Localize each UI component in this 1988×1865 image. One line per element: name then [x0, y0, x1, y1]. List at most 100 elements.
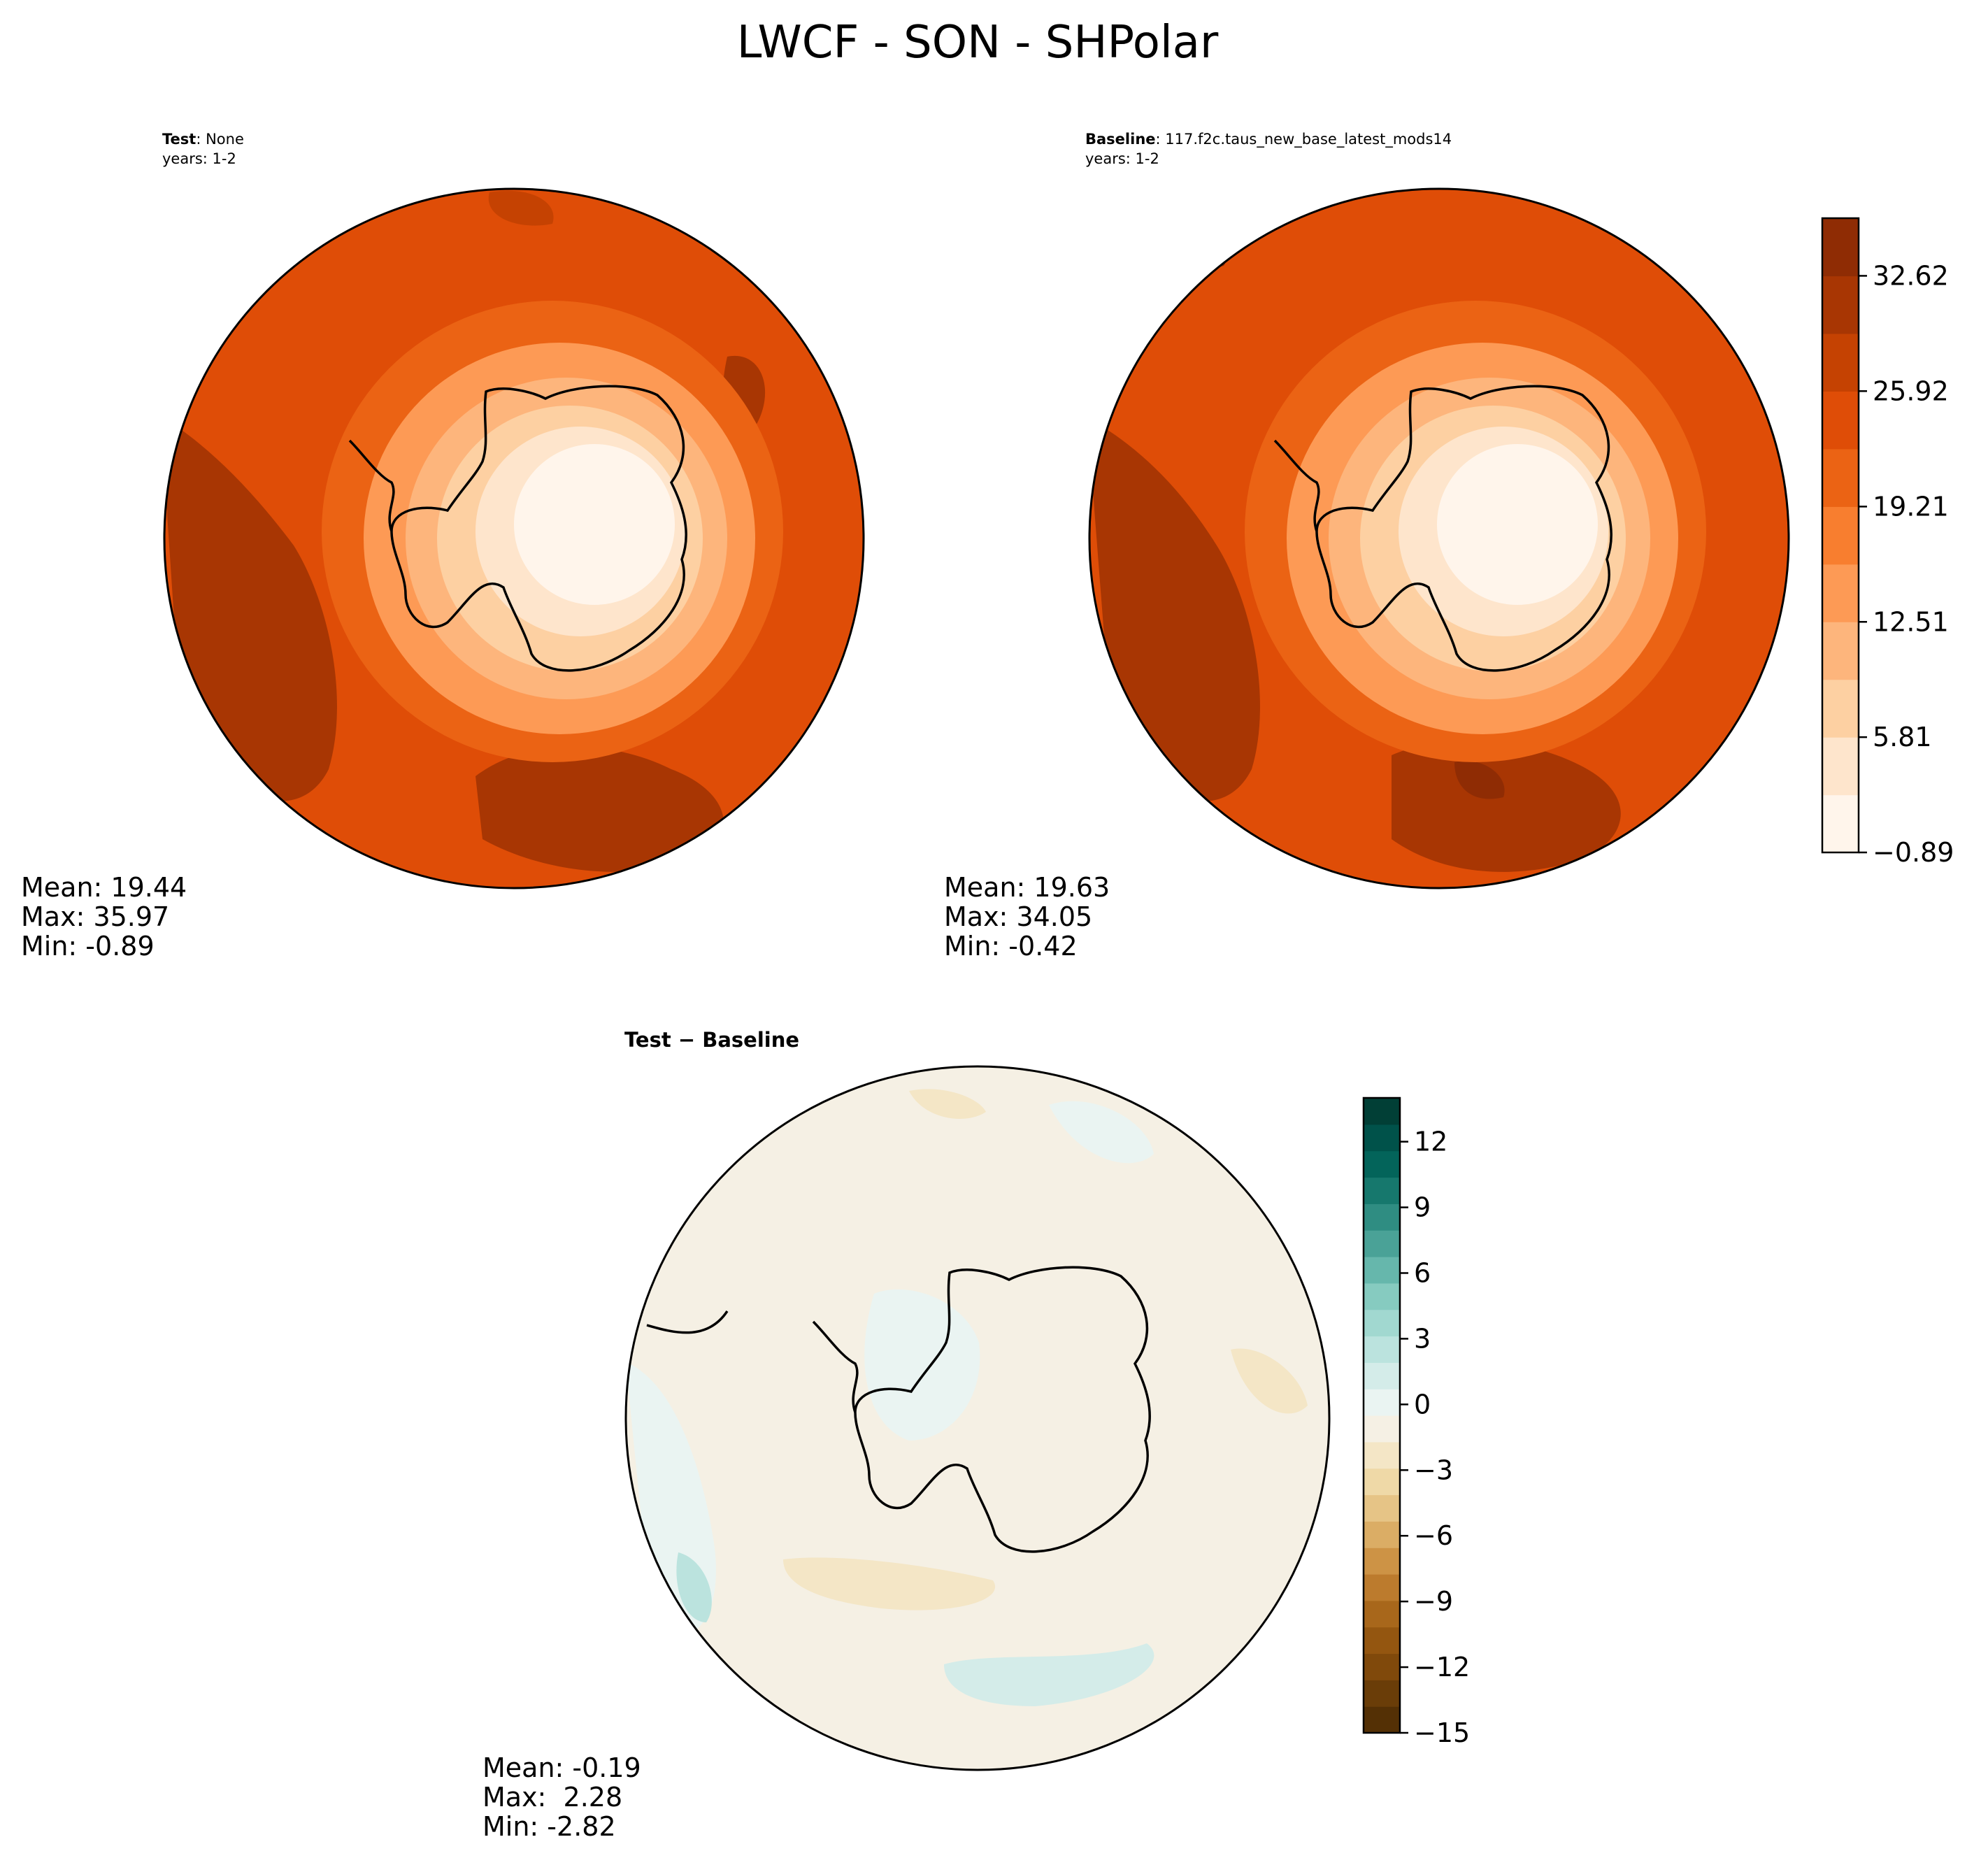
colorbar-tick-label: −3	[1414, 1455, 1453, 1485]
diff-field-tan-north	[909, 1089, 986, 1119]
colorbar-difference: 12 9 6 3 0 −3 −6 −9 −12 −15	[1362, 1096, 1470, 1748]
panel-baseline-stats: Mean: 19.63 Max: 34.05 Min: -0.42	[944, 872, 1110, 962]
panel-test-max: Max: 35.97	[21, 901, 169, 932]
panel-test-coastline	[348, 385, 687, 672]
colorbar-segment	[1364, 1177, 1400, 1204]
colorbar-segment	[1364, 1468, 1400, 1496]
field-band-dark-south	[1392, 740, 1621, 872]
colorbar-segment	[1364, 1389, 1400, 1416]
colorbar-segment	[1364, 1098, 1400, 1125]
colorbar-absolute: 32.62 25.92 19.21 12.51 5.81 −0.89	[1821, 217, 1954, 868]
colorbar-tick-label: −15	[1414, 1717, 1470, 1748]
panel-test-header: Test: None	[162, 131, 244, 148]
colorbar-frame	[1362, 1096, 1401, 1734]
colorbar-segment	[1364, 1362, 1400, 1389]
colorbar-tick-label: −6	[1414, 1520, 1453, 1551]
panel-baseline-mean: Mean: 19.63	[944, 872, 1110, 903]
panel-test-header-bold: Test	[162, 131, 196, 148]
diff-field-base	[626, 1066, 1329, 1770]
colorbar-segment	[1364, 1548, 1400, 1575]
panel-baseline-header-text: : 117.f2c.taus_new_base_latest_mods14	[1156, 131, 1452, 148]
colorbar-segment	[1822, 333, 1859, 392]
figure-title: LWCF - SON - SHPolar	[737, 17, 1219, 69]
colorbar-segment	[1364, 1653, 1400, 1680]
panel-baseline-min: Min: -0.42	[944, 931, 1078, 962]
colorbar-segment	[1822, 218, 1859, 277]
colorbar-segment	[1364, 1441, 1400, 1469]
panel-baseline-header: Baseline: 117.f2c.taus_new_base_latest_m…	[1085, 131, 1452, 148]
colorbar-segment	[1364, 1124, 1400, 1152]
panel-test-map	[164, 189, 864, 888]
colorbar-segment	[1364, 1257, 1400, 1284]
diff-field-teal-north	[1049, 1101, 1154, 1164]
panel-difference-stats: Mean: -0.19 Max: 2.28 Min: -2.82	[482, 1752, 641, 1842]
colorbar-segment	[1364, 1203, 1400, 1231]
panel-test-map-boundary	[163, 187, 865, 889]
colorbar-tick-label: 0	[1414, 1389, 1431, 1420]
colorbar-tick-label: 32.62	[1873, 260, 1949, 291]
panel-difference-map	[626, 1066, 1329, 1770]
colorbar-tick-label: 3	[1414, 1323, 1431, 1354]
panel-test-mean: Mean: 19.44	[21, 872, 187, 903]
colorbar-segment	[1822, 737, 1859, 796]
panel-test-stats: Mean: 19.44 Max: 35.97 Min: -0.89	[21, 872, 187, 962]
colorbar-segment	[1364, 1627, 1400, 1655]
diff-field-teal-ice	[864, 1289, 980, 1441]
colorbar-tick-label: −9	[1414, 1586, 1453, 1617]
colorbar-segment	[1364, 1680, 1400, 1707]
colorbar-tick-label: 9	[1414, 1192, 1431, 1223]
diff-field-teal-south	[944, 1643, 1154, 1706]
colorbar-segment	[1364, 1521, 1400, 1548]
panel-baseline-max: Max: 34.05	[944, 901, 1092, 932]
panel-baseline-coastline	[1273, 385, 1612, 672]
panel-baseline-years: years: 1-2	[1085, 150, 1159, 167]
panel-test-min: Min: -0.89	[21, 931, 155, 962]
panel-baseline-map-boundary	[1088, 187, 1790, 889]
colorbar-segment	[1364, 1336, 1400, 1363]
panel-baseline: Baseline: 117.f2c.taus_new_base_latest_m…	[944, 131, 1954, 962]
colorbar-tick-label: −12	[1414, 1652, 1470, 1682]
colorbar-tick-label: 19.21	[1873, 491, 1949, 522]
colorbar-tick-label: 25.92	[1873, 376, 1949, 406]
colorbar-segment	[1822, 276, 1859, 334]
colorbar-tick-label: −0.89	[1873, 837, 1954, 868]
field-band-darkest-top	[1187, 229, 1229, 268]
panel-difference-header: Test − Baseline	[624, 1028, 799, 1052]
panel-difference: Test − Baseline Mean: -0.19 Max: 2.28 Mi…	[482, 1028, 1470, 1842]
diff-field-teal-patch	[676, 1552, 712, 1622]
colorbar-segment	[1364, 1706, 1400, 1734]
colorbar-segment	[1364, 1150, 1400, 1178]
panel-difference-coastline	[646, 1266, 1151, 1553]
panel-difference-min: Min: -2.82	[482, 1811, 616, 1842]
panel-difference-mean: Mean: -0.19	[482, 1752, 641, 1783]
field-band-ice	[1437, 444, 1598, 605]
colorbar-tick-label: 12.51	[1873, 606, 1949, 637]
colorbar-segment	[1364, 1309, 1400, 1337]
field-band-dark-south	[475, 746, 724, 872]
colorbar-tick-label: 12	[1414, 1127, 1447, 1157]
colorbar-segment	[1364, 1230, 1400, 1257]
colorbar-segment	[1822, 622, 1859, 680]
colorbar-segment	[1822, 506, 1859, 565]
colorbar-tick-label: 6	[1414, 1257, 1431, 1288]
colorbar-segment	[1822, 794, 1859, 853]
field-band-ice	[514, 444, 675, 605]
colorbar-segment	[1822, 679, 1859, 738]
colorbar-segment	[1822, 564, 1859, 622]
colorbar-tick-label: 5.81	[1873, 722, 1932, 752]
field-band-darkest-south	[1454, 761, 1505, 799]
diff-field-tan-east	[1231, 1348, 1308, 1414]
panel-test-years: years: 1-2	[162, 150, 236, 167]
panel-baseline-header-bold: Baseline	[1085, 131, 1156, 148]
panel-difference-map-boundary	[624, 1065, 1331, 1771]
colorbar-segment	[1822, 391, 1859, 450]
panel-difference-max: Max: 2.28	[482, 1782, 622, 1813]
colorbar-segment	[1364, 1494, 1400, 1522]
colorbar-segment	[1364, 1574, 1400, 1601]
field-band-darkest-top	[488, 190, 554, 226]
colorbar-frame	[1821, 217, 1860, 854]
diff-field-tan-south	[783, 1557, 996, 1610]
colorbar-segment	[1364, 1415, 1400, 1443]
panel-test-header-text: : None	[196, 131, 244, 148]
